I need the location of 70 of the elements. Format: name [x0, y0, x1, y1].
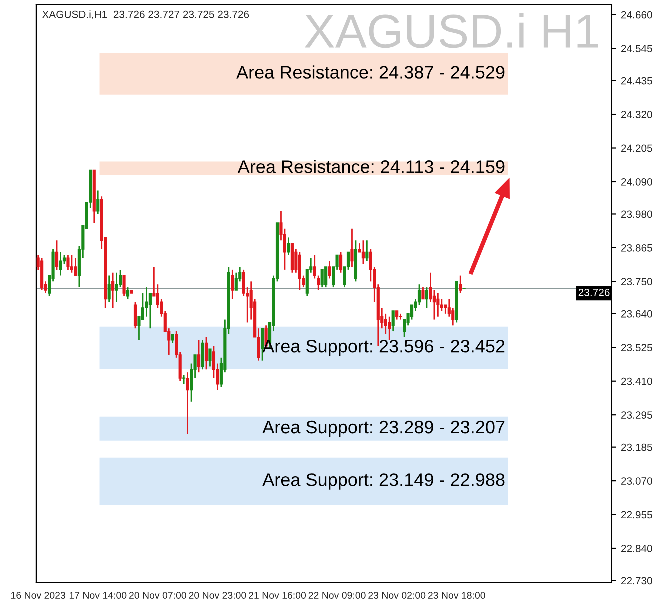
- y-tick-label: 22.840: [622, 545, 652, 552]
- x-tick-label: 22 Nov 09:00: [308, 592, 366, 599]
- candlestick: [126, 286, 130, 300]
- y-tick-label: 23.070: [622, 478, 652, 485]
- annotation: XAGUSD.i,H1 23.726 23.727 23.725 23.726: [42, 10, 250, 20]
- band-label: Area Resistance: 24.387 - 24.529: [236, 66, 505, 79]
- candlestick: [287, 236, 290, 256]
- candlestick: [115, 272, 118, 303]
- y-tick-label: 23.640: [622, 310, 652, 318]
- candlestick: [425, 286, 429, 309]
- candlestick: [197, 340, 201, 374]
- candlestick: [422, 286, 425, 300]
- candlestick: [55, 240, 59, 271]
- candlestick: [459, 275, 462, 294]
- band-label: Area Support: 23.289 - 23.207: [262, 420, 505, 438]
- candlestick: [96, 190, 100, 215]
- x-tick-label: 16 Nov 2023: [12, 592, 66, 599]
- candlestick: [388, 316, 392, 342]
- candlestick: [261, 328, 264, 362]
- candlestick: [366, 240, 369, 262]
- candlestick: [59, 252, 62, 277]
- candlestick: [108, 275, 111, 303]
- y-tick-label: 24.545: [622, 45, 652, 52]
- y-tick-label: 24.205: [622, 144, 652, 152]
- candlestick: [317, 275, 320, 292]
- candlestick: [313, 254, 316, 280]
- y-tick-label: 23.980: [622, 210, 652, 218]
- candlestick: [362, 240, 365, 265]
- y-tick-label: 22.955: [622, 511, 652, 519]
- y-tick-label: 23.865: [622, 244, 652, 252]
- y-tick-label: 23.750: [622, 278, 652, 286]
- candlestick: [231, 269, 234, 300]
- candlestick: [182, 374, 186, 385]
- candlestick: [201, 340, 204, 370]
- y-tick-label: 24.090: [622, 178, 652, 186]
- y-tick-label: 24.660: [622, 11, 652, 19]
- x-tick-label: 20 Nov 23:00: [189, 592, 246, 599]
- x-tick-label: 17 Nov 14:00: [70, 592, 127, 599]
- ref-line-label: 23.726: [578, 288, 610, 296]
- y-tick-label: 24.320: [622, 111, 652, 118]
- candlestick: [74, 258, 78, 277]
- y-tick-label: 24.435: [622, 77, 652, 85]
- candlestick: [328, 260, 332, 280]
- band-label: Area Support: 23.149 - 22.988: [262, 474, 505, 490]
- candlestick: [320, 269, 324, 288]
- band-label: Area Resistance: 24.113 - 24.159: [238, 160, 505, 174]
- candlestick: [436, 292, 440, 318]
- candlestick: [392, 310, 395, 332]
- y-tick-label: 23.525: [622, 344, 652, 352]
- candlestick: [298, 252, 302, 292]
- candlestick: [429, 272, 432, 303]
- candlestick: [208, 348, 212, 368]
- y-tick-label: 22.730: [622, 577, 652, 585]
- candlestick: [134, 302, 138, 330]
- candlestick: [122, 275, 126, 298]
- candlestick: [112, 272, 115, 309]
- y-tick-label: 23.185: [622, 444, 652, 452]
- x-tick-label: 23 Nov 18:00: [428, 592, 486, 599]
- y-tick-label: 23.295: [622, 412, 652, 419]
- y-tick-label: 23.410: [622, 378, 652, 386]
- x-tick-label: 20 Nov 07:00: [129, 592, 186, 599]
- candlestick: [204, 336, 208, 370]
- x-tick-label: 21 Nov 16:00: [249, 592, 306, 599]
- x-tick-label: 23 Nov 02:00: [368, 592, 426, 599]
- candlestick: [186, 372, 190, 435]
- candlestick: [70, 254, 74, 274]
- candlestick: [324, 266, 328, 288]
- candlestick: [350, 228, 354, 268]
- candlestick: [66, 254, 70, 271]
- candlestick: [339, 252, 343, 274]
